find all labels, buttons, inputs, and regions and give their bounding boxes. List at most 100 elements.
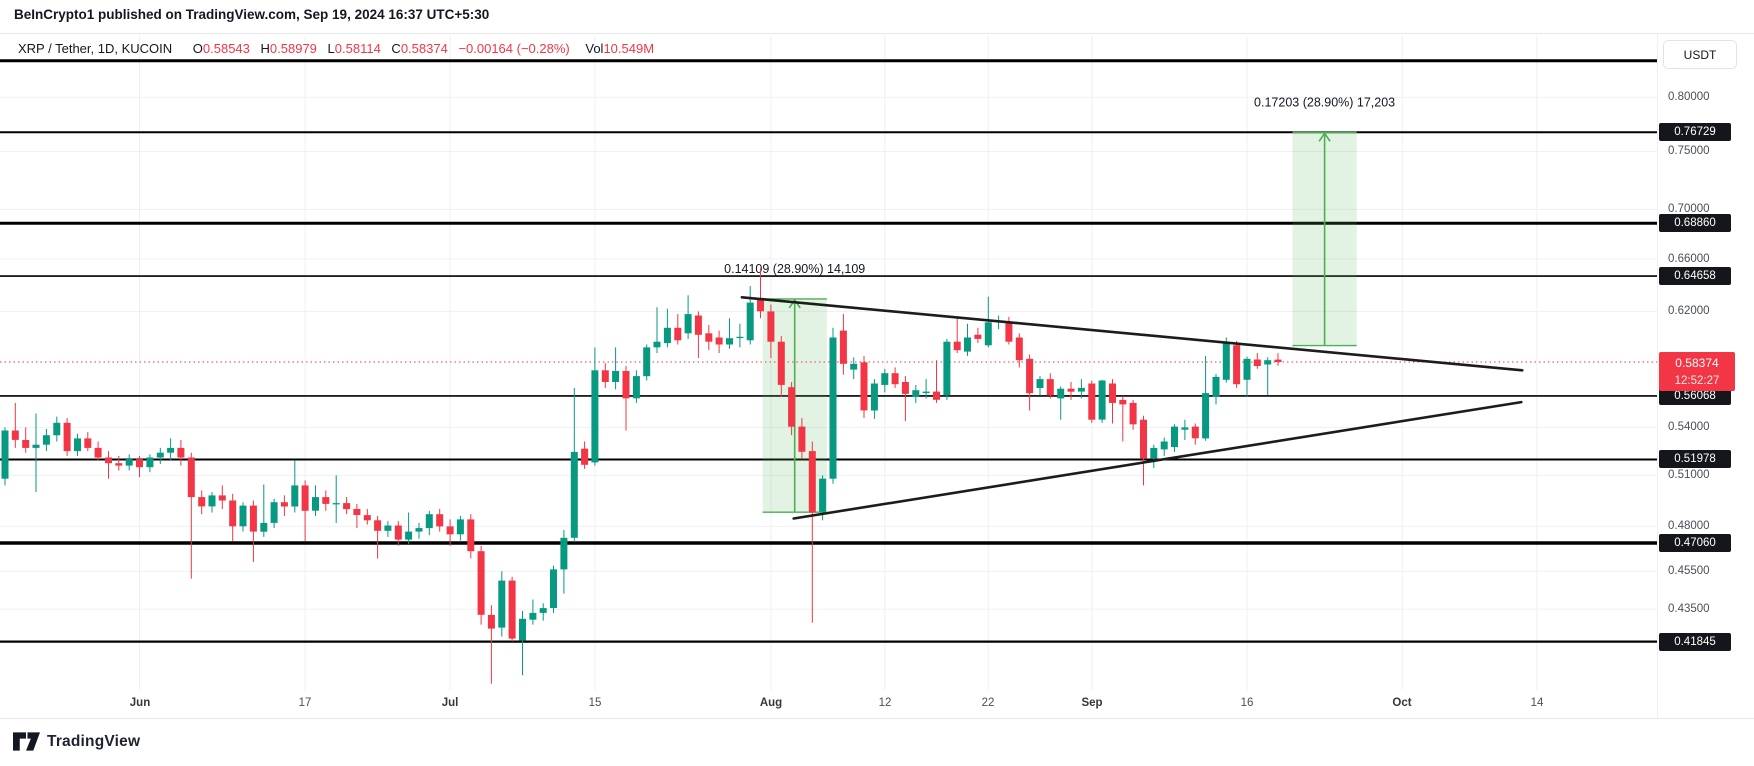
candle-body	[767, 311, 775, 342]
candle-body	[239, 505, 247, 527]
time-tick-day: 22	[981, 697, 995, 709]
candle-body	[1212, 376, 1220, 397]
time-axis[interactable]: Jun 17 Jul 15 Aug 12 22 Sep 16 Oct 14	[0, 690, 1657, 718]
measure-label[interactable]: 0.17203 (28.90%) 17,203	[1254, 95, 1395, 109]
price-level-badge: 0.64658	[1659, 267, 1731, 285]
candle-body	[1253, 359, 1261, 366]
close-label: C	[391, 41, 401, 56]
price-level-badge: 0.51978	[1659, 450, 1731, 468]
candle-body	[374, 520, 382, 531]
chart-legend[interactable]: XRP / Tether, 1D, KUCOIN O0.58543 H0.589…	[18, 41, 654, 56]
candle-body	[115, 463, 123, 466]
candle-body	[1243, 358, 1251, 380]
candle-body	[167, 447, 175, 453]
candle-body	[249, 505, 257, 532]
current-price-badge: 0.58374 12:52:27	[1659, 352, 1735, 391]
price-axis-separator	[1657, 33, 1658, 718]
time-tick-month: Jul	[441, 697, 459, 709]
candle-body	[984, 322, 992, 346]
candle-body	[156, 452, 164, 458]
candle-body	[1057, 388, 1065, 399]
candle-body	[912, 390, 920, 397]
candle-body	[632, 376, 640, 399]
current-price-value: 0.58374	[1675, 355, 1719, 370]
candle-body	[1264, 360, 1272, 365]
candle-body	[550, 569, 557, 608]
candle-body	[1150, 447, 1158, 459]
candle-body	[353, 509, 361, 515]
candle-body	[860, 362, 868, 411]
time-tick-month: Oct	[1392, 697, 1412, 709]
price-level-badge: 0.41845	[1659, 633, 1731, 651]
measure-arrow-head[interactable]	[1318, 131, 1331, 142]
candle-body	[498, 580, 506, 628]
price-tick-label: 0.66000	[1668, 253, 1710, 265]
candle-body	[301, 485, 309, 511]
trendline[interactable]	[792, 400, 1523, 520]
candle-body	[1202, 393, 1210, 439]
candle-body	[601, 370, 609, 382]
publication-text: BeInCrypto1 published on TradingView.com…	[14, 7, 490, 22]
time-tick-month: Jun	[129, 697, 151, 709]
candle-body	[736, 336, 744, 339]
candle-body	[1119, 399, 1127, 405]
candle-body	[694, 315, 702, 335]
candle-body	[384, 525, 392, 531]
candle-body	[519, 618, 526, 641]
candle-body	[1026, 358, 1034, 394]
measure-label[interactable]: 0.14109 (28.90%) 14,109	[724, 262, 865, 276]
candle-body	[788, 387, 796, 427]
measure-arrow-head[interactable]	[788, 298, 801, 309]
candle-body	[94, 447, 102, 458]
candle-body	[964, 337, 971, 352]
candle-body	[1046, 379, 1054, 396]
candle-body	[726, 338, 733, 345]
candle-body	[581, 448, 589, 465]
time-tick-day: 15	[588, 697, 602, 709]
time-tick-month: Aug	[759, 697, 783, 709]
header-separator	[0, 33, 1754, 34]
price-level-badge: 0.68860	[1659, 214, 1731, 232]
candle-body	[819, 478, 827, 512]
candle-body	[1191, 426, 1199, 439]
candle-body	[22, 440, 30, 448]
time-tick-day: 14	[1530, 697, 1544, 709]
candle-body	[560, 537, 568, 570]
candle-body	[1036, 379, 1044, 388]
currency-toggle-button[interactable]: USDT	[1663, 40, 1737, 69]
candle-body	[187, 457, 195, 498]
tradingview-logo[interactable]: TradingView	[13, 732, 140, 751]
candle-body	[1160, 441, 1168, 450]
price-axis[interactable]: USDT 0.80000 0.75000 0.70000 0.66000 0.62000…	[1657, 33, 1754, 718]
candle-body	[446, 526, 454, 535]
time-tick-day: 12	[878, 697, 892, 709]
candle-body	[643, 347, 651, 377]
time-tick-day: 16	[1240, 697, 1254, 709]
close-value: 0.58374	[400, 41, 448, 56]
candle-body	[777, 341, 785, 385]
candle-body	[922, 391, 930, 394]
candle-body	[591, 370, 599, 463]
candle-body	[415, 528, 423, 532]
candle-body	[829, 337, 837, 479]
time-axis-separator	[0, 718, 1754, 719]
candle-body	[570, 451, 578, 538]
price-level-badge: 0.56068	[1659, 387, 1731, 405]
bar-countdown: 12:52:27	[1674, 374, 1720, 387]
candle-body	[394, 525, 402, 540]
price-tick-label: 0.62000	[1668, 305, 1710, 317]
candle-body	[663, 327, 671, 344]
change-value: −0.00164 (−0.28%)	[458, 41, 570, 56]
price-tick-label: 0.48000	[1668, 520, 1710, 532]
candle-body	[363, 515, 371, 521]
candle-body	[508, 580, 516, 639]
candle-body	[425, 514, 433, 529]
candle-body	[125, 459, 133, 466]
low-label: L	[327, 41, 335, 56]
candle-body	[674, 327, 682, 341]
trendline[interactable]	[740, 295, 1524, 372]
symbol-title[interactable]: XRP / Tether, 1D, KUCOIN	[18, 41, 173, 56]
candle-body	[1005, 321, 1013, 342]
